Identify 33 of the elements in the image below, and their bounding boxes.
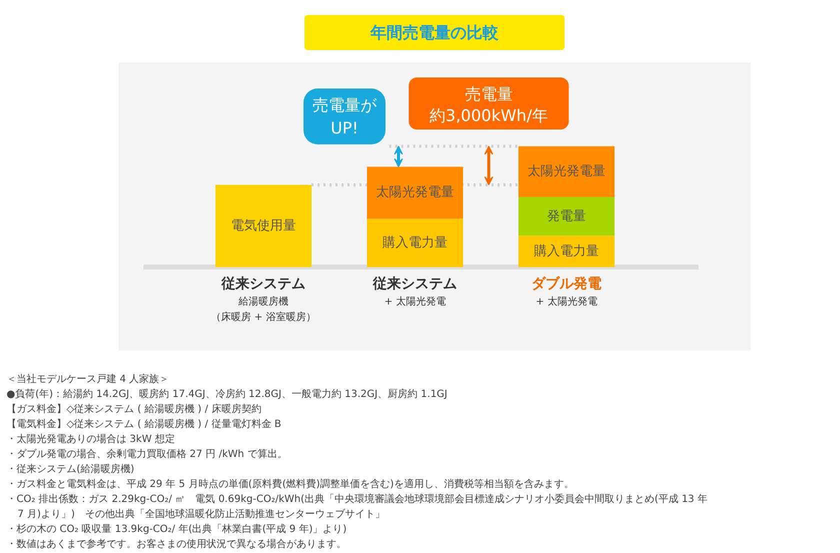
text: ・従来システム(給湯暖房機) xyxy=(6,463,134,475)
text: + 太陽光発電 xyxy=(536,295,598,308)
text: 購入電力量 xyxy=(382,235,448,250)
x-tick-label: 従来システム xyxy=(372,276,457,292)
text: ・数値はあくまで参考です。お客さまの使用状況で異なる場合があります。 xyxy=(6,538,346,550)
text: 売電量 xyxy=(464,84,513,104)
series-label: 購入電力量 xyxy=(534,244,599,259)
bar xyxy=(366,166,464,219)
text: 約3,000kWh/年 xyxy=(430,106,548,125)
text: 給湯暖房機 xyxy=(238,295,288,308)
bar xyxy=(215,184,312,268)
x-tick-label: ダブル発電 xyxy=(532,274,602,292)
text: + 太陽光発電 xyxy=(384,295,446,308)
text: ・太陽光発電ありの場合は 3kW 想定 xyxy=(6,433,175,445)
text: 太陽光発電量 xyxy=(528,164,606,180)
chart-title: 年間売電量の比較 xyxy=(370,23,500,42)
text: ・ガス料金と電気料金は、平成 29 年 5 月時点の単価(原料費(燃料費)調整単価を含む)を適用し、消費税等相当額を含みます。 xyxy=(6,478,574,490)
text: ●負荷(年)：給湯約 14.2GJ、暖房約 17.4GJ、冷房約 12.8GJ、一般電力約 13.2GJ、厨房約 1.1GJ xyxy=(6,388,448,400)
text: ・ダブル発電の場合、余剰電力買取価格 27 円 /kWh で算出。 xyxy=(6,448,288,460)
bar xyxy=(366,218,464,268)
series-label: 発電量 xyxy=(547,208,586,224)
text: ・CO₂ 排出係数：ガス 2.29kg-CO₂/ ㎥ 電気 0.69kg-CO₂/kWh(出典「中央環境審議会地球環境部会目標達成シナリオ小委員会中間取りまとめ(平成 13 年 7 月)より」) その他出典「全国地球温暖化防止活動推進センターウェブサイト」 xyxy=(6,493,708,520)
bar xyxy=(518,196,615,236)
text: 売電量が UP! xyxy=(312,96,378,138)
text: （床暖房 + 浴室暖房） xyxy=(211,311,316,324)
text: ＜当社モデルケース戸建 4 人家族＞ xyxy=(6,373,170,385)
series-label: 電気使用量 xyxy=(231,218,296,234)
series-label: 太陽光発電量 xyxy=(376,185,454,200)
text: 【電気料金】◇従来システム ( 給湯暖房機 ) / 従量電灯料金 B xyxy=(6,418,282,430)
bar xyxy=(518,146,615,197)
text: ・杉の木の CO₂ 吸収量 13.9kg-CO₂/ 年(出典「林業白書(平成 9 年)」より) xyxy=(6,523,347,535)
text: 【ガス料金】◇従来システム ( 給湯暖房機 ) / 床暖房契約 xyxy=(6,403,262,415)
x-tick-label: 従来システム xyxy=(220,276,306,292)
